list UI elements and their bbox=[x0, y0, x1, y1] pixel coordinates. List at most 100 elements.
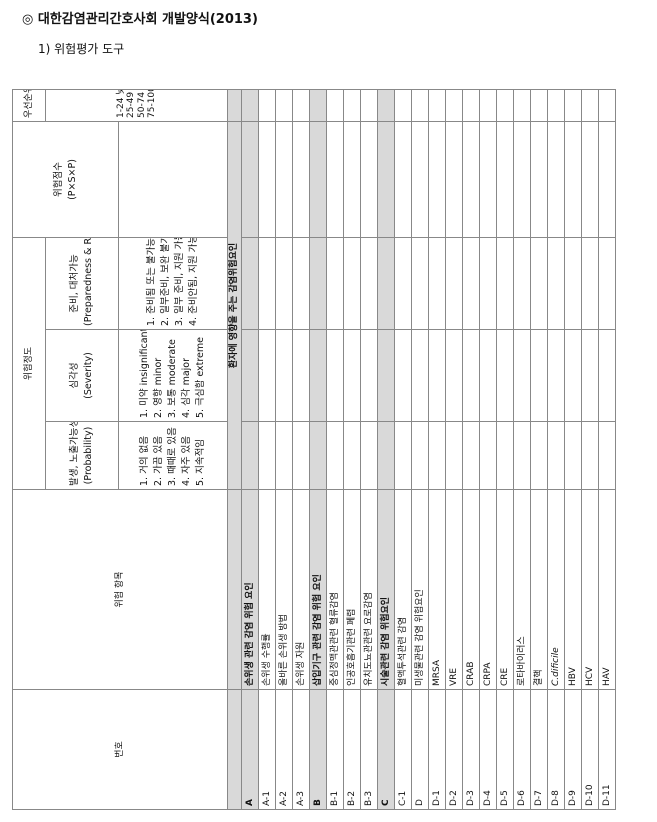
score-cell[interactable] bbox=[496, 421, 514, 490]
score-cell[interactable] bbox=[581, 329, 599, 422]
score-cell[interactable] bbox=[377, 121, 395, 238]
score-cell[interactable] bbox=[411, 421, 429, 490]
score-cell[interactable] bbox=[411, 237, 429, 330]
score-cell[interactable] bbox=[530, 237, 548, 330]
score-cell[interactable] bbox=[479, 421, 497, 490]
score-cell[interactable] bbox=[462, 329, 480, 422]
score-cell[interactable] bbox=[513, 421, 531, 490]
score-cell[interactable] bbox=[581, 89, 599, 122]
score-cell[interactable] bbox=[377, 329, 395, 422]
score-cell[interactable] bbox=[530, 421, 548, 490]
score-cell[interactable] bbox=[394, 329, 412, 422]
score-cell[interactable] bbox=[462, 121, 480, 238]
score-cell[interactable] bbox=[343, 121, 361, 238]
score-cell[interactable] bbox=[530, 329, 548, 422]
score-cell[interactable] bbox=[292, 421, 310, 490]
score-cell[interactable] bbox=[343, 329, 361, 422]
score-cell[interactable] bbox=[241, 329, 259, 422]
score-cell[interactable] bbox=[496, 89, 514, 122]
score-cell[interactable] bbox=[309, 421, 327, 490]
score-cell[interactable] bbox=[360, 329, 378, 422]
score-cell[interactable] bbox=[513, 237, 531, 330]
score-cell[interactable] bbox=[394, 421, 412, 490]
score-cell[interactable] bbox=[445, 421, 463, 490]
score-cell[interactable] bbox=[598, 121, 616, 238]
score-cell[interactable] bbox=[581, 237, 599, 330]
score-cell[interactable] bbox=[275, 121, 293, 238]
score-cell[interactable] bbox=[598, 237, 616, 330]
score-cell[interactable] bbox=[530, 89, 548, 122]
score-cell[interactable] bbox=[411, 89, 429, 122]
score-cell[interactable] bbox=[581, 121, 599, 238]
score-cell[interactable] bbox=[530, 121, 548, 238]
score-cell[interactable] bbox=[496, 329, 514, 422]
score-cell[interactable] bbox=[241, 89, 259, 122]
score-cell[interactable] bbox=[309, 121, 327, 238]
score-cell[interactable] bbox=[581, 421, 599, 490]
score-cell[interactable] bbox=[343, 89, 361, 122]
score-cell[interactable] bbox=[343, 421, 361, 490]
score-cell[interactable] bbox=[292, 237, 310, 330]
score-cell[interactable] bbox=[343, 237, 361, 330]
score-cell[interactable] bbox=[428, 329, 446, 422]
score-cell[interactable] bbox=[394, 89, 412, 122]
score-cell[interactable] bbox=[547, 329, 565, 422]
score-cell[interactable] bbox=[326, 237, 344, 330]
score-cell[interactable] bbox=[360, 121, 378, 238]
score-cell[interactable] bbox=[275, 89, 293, 122]
score-cell[interactable] bbox=[496, 237, 514, 330]
score-cell[interactable] bbox=[258, 89, 276, 122]
score-cell[interactable] bbox=[360, 89, 378, 122]
score-cell[interactable] bbox=[513, 329, 531, 422]
score-cell[interactable] bbox=[241, 121, 259, 238]
score-cell[interactable] bbox=[445, 89, 463, 122]
score-cell[interactable] bbox=[462, 89, 480, 122]
score-cell[interactable] bbox=[258, 421, 276, 490]
score-cell[interactable] bbox=[547, 421, 565, 490]
score-cell[interactable] bbox=[292, 329, 310, 422]
score-cell[interactable] bbox=[513, 121, 531, 238]
score-cell[interactable] bbox=[564, 237, 582, 330]
score-cell[interactable] bbox=[479, 89, 497, 122]
score-cell[interactable] bbox=[275, 421, 293, 490]
score-cell[interactable] bbox=[411, 329, 429, 422]
score-cell[interactable] bbox=[564, 121, 582, 238]
score-cell[interactable] bbox=[479, 329, 497, 422]
score-cell[interactable] bbox=[394, 237, 412, 330]
score-cell[interactable] bbox=[598, 89, 616, 122]
score-cell[interactable] bbox=[496, 121, 514, 238]
score-cell[interactable] bbox=[360, 237, 378, 330]
score-cell[interactable] bbox=[292, 89, 310, 122]
score-cell[interactable] bbox=[241, 421, 259, 490]
score-cell[interactable] bbox=[258, 121, 276, 238]
score-cell[interactable] bbox=[564, 421, 582, 490]
score-cell[interactable] bbox=[275, 237, 293, 330]
score-cell[interactable] bbox=[462, 237, 480, 330]
score-cell[interactable] bbox=[564, 89, 582, 122]
score-cell[interactable] bbox=[377, 421, 395, 490]
score-cell[interactable] bbox=[258, 237, 276, 330]
score-cell[interactable] bbox=[394, 121, 412, 238]
score-cell[interactable] bbox=[428, 421, 446, 490]
score-cell[interactable] bbox=[258, 329, 276, 422]
score-cell[interactable] bbox=[479, 237, 497, 330]
score-cell[interactable] bbox=[445, 121, 463, 238]
score-cell[interactable] bbox=[547, 237, 565, 330]
score-cell[interactable] bbox=[326, 121, 344, 238]
score-cell[interactable] bbox=[241, 237, 259, 330]
score-cell[interactable] bbox=[598, 329, 616, 422]
score-cell[interactable] bbox=[309, 89, 327, 122]
score-cell[interactable] bbox=[598, 421, 616, 490]
score-cell[interactable] bbox=[309, 329, 327, 422]
score-cell[interactable] bbox=[377, 89, 395, 122]
score-cell[interactable] bbox=[547, 89, 565, 122]
score-cell[interactable] bbox=[428, 237, 446, 330]
score-cell[interactable] bbox=[309, 237, 327, 330]
score-cell[interactable] bbox=[292, 121, 310, 238]
score-cell[interactable] bbox=[445, 329, 463, 422]
score-cell[interactable] bbox=[513, 89, 531, 122]
score-cell[interactable] bbox=[411, 121, 429, 238]
score-cell[interactable] bbox=[326, 329, 344, 422]
score-cell[interactable] bbox=[445, 237, 463, 330]
score-cell[interactable] bbox=[462, 421, 480, 490]
